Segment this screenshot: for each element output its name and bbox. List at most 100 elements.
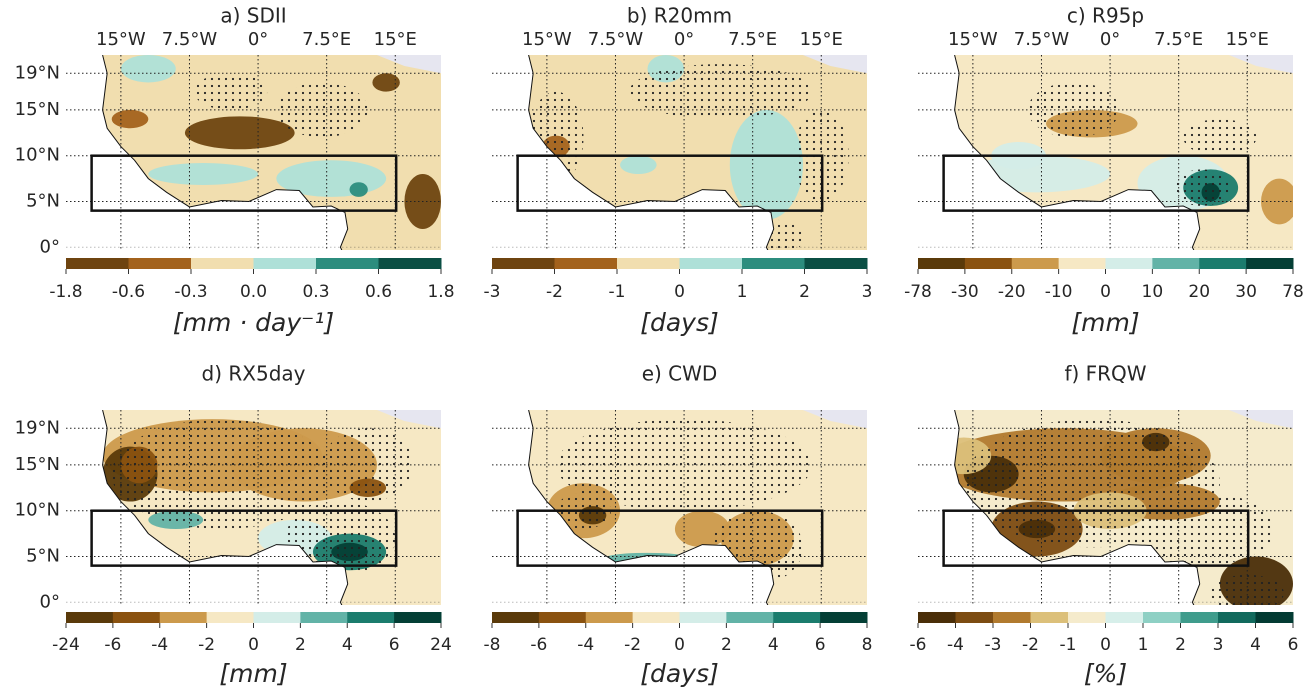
colorbar-tick-label: -6 xyxy=(910,635,927,655)
lon-tick-label: 15°E xyxy=(800,29,843,50)
colorbar-tick-label: -3 xyxy=(484,282,501,302)
colorbar-tick-label: 0 xyxy=(674,282,685,302)
lon-tick-label: 15°W xyxy=(522,29,572,50)
colorbar-unit: [mm] xyxy=(1071,308,1139,337)
colorbar-tick-label: 3 xyxy=(862,282,873,302)
colorbar-tick-label: -10 xyxy=(1045,282,1073,302)
colorbar-tick-label: 1 xyxy=(737,282,748,302)
colorbar-tick-label: -3 xyxy=(985,635,1002,655)
colorbar-tick-label: 0 xyxy=(674,635,685,655)
panel-title: d) RX5day xyxy=(202,362,306,386)
colorbar-tick-label: 6 xyxy=(1288,635,1299,655)
lon-tick-label: 15°W xyxy=(948,29,998,50)
colorbar-segment xyxy=(554,258,618,269)
colorbar-segment xyxy=(538,612,587,623)
colorbar-segment xyxy=(1218,612,1256,623)
anomaly-region xyxy=(372,73,400,92)
anomaly-region xyxy=(148,163,259,185)
lon-tick-label: 0° xyxy=(248,29,268,50)
colorbar-segment xyxy=(617,258,680,269)
lat-tick-label: 0° xyxy=(40,591,60,612)
colorbar-segment xyxy=(206,612,254,623)
significance-stipple xyxy=(1210,574,1284,605)
colorbar-segment xyxy=(804,258,868,269)
colorbar-segment xyxy=(492,258,555,269)
anomaly-region xyxy=(349,182,368,197)
lat-tick-label: 19°N xyxy=(15,62,60,83)
colorbar-tick-label: 0 xyxy=(1100,635,1111,655)
lon-tick-label: 7.5°E xyxy=(728,29,777,50)
significance-stipple xyxy=(629,64,813,120)
no-data xyxy=(376,55,441,74)
panel-title: a) SDII xyxy=(220,4,286,28)
coastline xyxy=(102,410,349,605)
lon-tick-label: 15°W xyxy=(96,29,146,50)
significance-stipple xyxy=(1174,169,1229,207)
anomaly-region xyxy=(729,109,803,220)
colorbar-tick-label: -20 xyxy=(998,282,1026,302)
colorbar-tick-label: 4 xyxy=(342,635,353,655)
map xyxy=(66,55,441,250)
lon-tick-label: 7.5°W xyxy=(588,29,644,50)
lat-tick-label: 15°N xyxy=(15,454,60,475)
colorbar-segment xyxy=(300,612,348,623)
colorbar-tick-label: 30 xyxy=(1235,282,1257,302)
colorbar-unit: [mm · day⁻¹] xyxy=(173,308,334,337)
colorbar-segment xyxy=(964,258,1013,269)
coastline xyxy=(102,55,349,250)
ocean xyxy=(66,55,348,250)
lat-tick-label: 10°N xyxy=(15,145,60,166)
no-data xyxy=(1228,410,1293,429)
colorbar-tick-label: -0.3 xyxy=(174,282,207,302)
ocean xyxy=(918,55,1200,250)
analysis-box xyxy=(942,154,1250,212)
colorbar-segment xyxy=(632,612,680,623)
colorbar-tick-label: -6 xyxy=(104,635,121,655)
no-data xyxy=(376,410,441,429)
colorbar-segment xyxy=(66,258,129,269)
colorbar-tick-label: 2 xyxy=(295,635,306,655)
colorbar-unit: [%] xyxy=(1084,659,1127,688)
colorbar-segment xyxy=(492,612,540,623)
colorbar-segment xyxy=(394,612,442,623)
panel-title: e) CWD xyxy=(642,362,718,386)
lat-tick-label: 5°N xyxy=(26,545,60,566)
colorbar-tick-label: 8 xyxy=(862,635,873,655)
analysis-box xyxy=(90,154,398,212)
colorbar-tick-label: -6 xyxy=(530,635,547,655)
colorbar-tick-label: 0.0 xyxy=(240,282,267,302)
colorbar-tick-label: 2 xyxy=(1175,635,1186,655)
colorbar-unit: [days] xyxy=(640,659,719,688)
colorbar-tick-label: 0.3 xyxy=(302,282,329,302)
significance-stipple xyxy=(194,73,268,110)
anomaly-region xyxy=(184,116,295,150)
analysis-box xyxy=(942,509,1250,567)
colorbar-tick-label: -0.6 xyxy=(112,282,145,302)
ocean xyxy=(492,55,774,250)
colorbar-tick-label: 24 xyxy=(430,635,452,655)
lon-tick-label: 15°E xyxy=(374,29,417,50)
no-data xyxy=(802,55,867,74)
colorbar-segment xyxy=(1255,612,1294,623)
anomaly-region xyxy=(111,109,149,129)
colorbar-segment xyxy=(1068,612,1106,623)
colorbar-segment xyxy=(112,612,161,623)
colorbar-segment xyxy=(918,258,966,269)
colorbar-segment xyxy=(1105,258,1153,269)
colorbar-tick-label: -2 xyxy=(1022,635,1039,655)
panel-title: f) FRQW xyxy=(1064,362,1146,386)
panel-title: c) R95p xyxy=(1067,4,1144,28)
colorbar-segment xyxy=(773,612,821,623)
significance-stipple xyxy=(1027,82,1120,138)
coastline xyxy=(528,55,775,250)
colorbar-segment xyxy=(1105,612,1144,623)
no-data xyxy=(1228,55,1293,74)
colorbar-tick-label: -8 xyxy=(484,635,501,655)
colorbar-tick-label: 20 xyxy=(1188,282,1210,302)
panel-title: b) R20mm xyxy=(627,4,732,28)
colorbar-segment xyxy=(955,612,994,623)
colorbar-segment xyxy=(347,612,395,623)
colorbar-segment xyxy=(1180,612,1219,623)
colorbar-tick-label: 6 xyxy=(815,635,826,655)
